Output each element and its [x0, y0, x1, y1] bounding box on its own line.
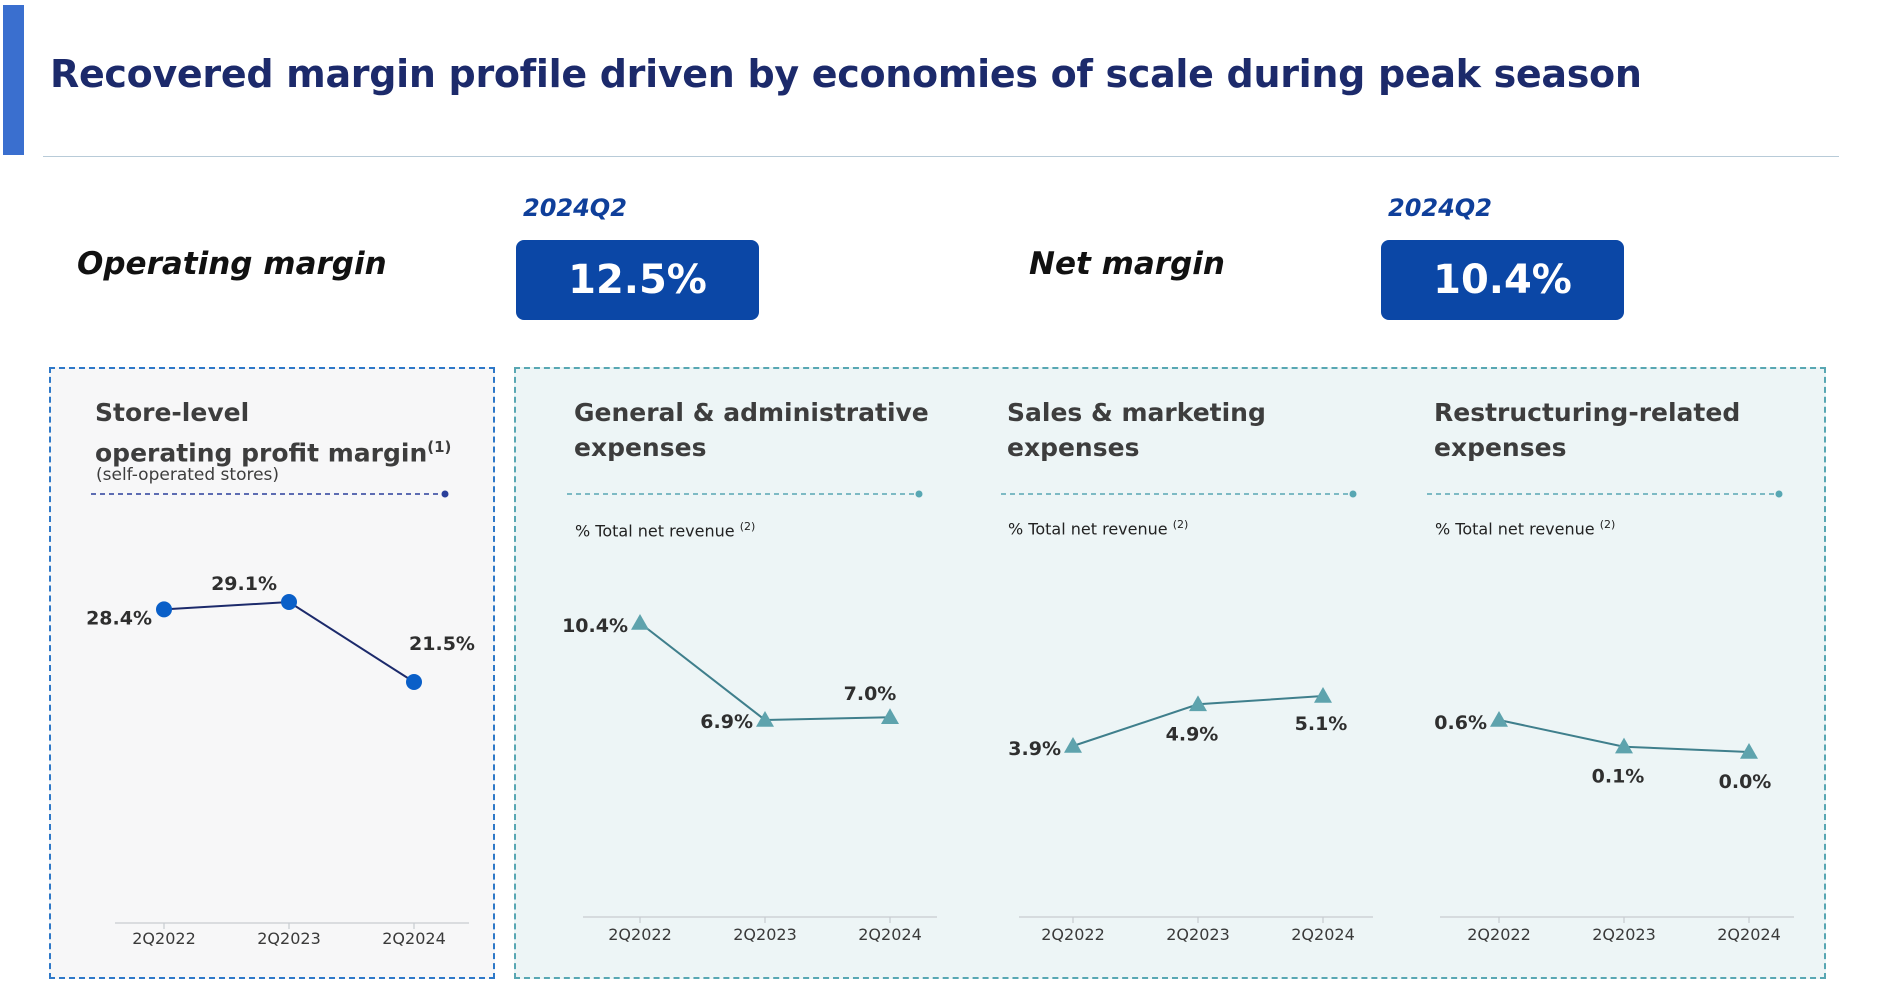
footnote-marker: (2) — [1172, 518, 1189, 531]
chart-2-tick-label: 2Q2024 — [1291, 925, 1355, 944]
chart-title-line2: operating profit margin — [95, 438, 428, 468]
title-divider — [43, 156, 1839, 157]
chart-0-data-label: 21.5% — [409, 633, 475, 655]
chart-3-divider-dot — [1775, 490, 1783, 498]
chart-0-point — [281, 594, 297, 610]
chart-2-point — [1189, 695, 1207, 712]
chart-1-divider-dot — [915, 490, 923, 498]
chart-2-data-label: 5.1% — [1295, 713, 1348, 735]
sm-unit-note: % Total net revenue (2) — [1008, 518, 1188, 538]
chart-3-data-label: 0.1% — [1592, 766, 1645, 788]
chart-3-point — [1740, 743, 1758, 759]
chart-1-data-label: 10.4% — [562, 615, 628, 637]
chart-0-data-label: 29.1% — [211, 573, 277, 595]
store-margin-chart-title: Store-level operating profit margin(1) — [95, 395, 451, 470]
chart-0-divider-dot — [441, 490, 449, 498]
chart-3-data-label: 0.6% — [1434, 712, 1487, 734]
operating-margin-period: 2024Q2 — [523, 194, 627, 222]
chart-2-tick-label: 2Q2022 — [1041, 925, 1105, 944]
chart-title-line1: General & administrative — [574, 398, 929, 427]
footnote-marker: (2) — [739, 520, 756, 533]
expenses-panel — [514, 367, 1826, 979]
chart-1-point — [756, 711, 774, 727]
chart-1-tick-label: 2Q2022 — [608, 925, 672, 944]
chart-title-line2: expenses — [574, 433, 707, 462]
chart-3-point — [1490, 711, 1508, 727]
chart-0-point — [156, 601, 172, 618]
chart-3-tick-label: 2Q2022 — [1467, 925, 1531, 944]
chart-3-tick-label: 2Q2024 — [1717, 925, 1781, 944]
chart-title-line2: expenses — [1434, 433, 1567, 462]
chart-3-data-label: 0.0% — [1719, 771, 1772, 793]
operating-margin-label: Operating margin — [77, 246, 387, 282]
net-margin-period: 2024Q2 — [1388, 194, 1492, 222]
chart-title-line2: expenses — [1007, 433, 1140, 462]
chart-0-data-label: 28.4% — [86, 607, 152, 629]
ga-unit-note: % Total net revenue (2) — [575, 520, 755, 540]
chart-0-tick-label: 2Q2024 — [382, 929, 446, 948]
chart-3-point — [1615, 737, 1633, 754]
chart-2-data-label: 3.9% — [1008, 738, 1061, 760]
chart-0-series-line — [163, 600, 415, 683]
chart-title-line1: Store-level — [95, 398, 250, 427]
store-margin-subtitle: (self-operated stores) — [96, 465, 280, 485]
chart-title-line1: Restructuring-related — [1434, 398, 1741, 427]
operating-margin-value: 12.5% — [516, 240, 759, 320]
chart-2-divider-dot — [1349, 490, 1357, 498]
chart-2-data-label: 4.9% — [1166, 723, 1219, 745]
chart-title-line1: Sales & marketing — [1007, 398, 1266, 427]
chart-1-tick-label: 2Q2024 — [858, 925, 922, 944]
chart-1-point — [631, 614, 649, 630]
footnote-marker: (1) — [427, 438, 452, 456]
footnote-marker: (2) — [1599, 518, 1616, 531]
sm-expenses-chart-title: Sales & marketing expenses — [1007, 395, 1266, 465]
chart-1-data-label: 6.9% — [700, 711, 753, 733]
chart-2-point — [1314, 687, 1332, 703]
chart-0-point — [406, 674, 422, 690]
chart-0-tick-label: 2Q2022 — [132, 929, 196, 948]
title-accent-bar — [3, 5, 24, 155]
ga-expenses-chart-title: General & administrative expenses — [574, 395, 929, 465]
chart-1-tick-label: 2Q2023 — [733, 925, 797, 944]
unit-note-text: % Total net revenue — [1008, 519, 1168, 539]
restructuring-unit-note: % Total net revenue (2) — [1435, 518, 1615, 538]
net-margin-label: Net margin — [1029, 246, 1225, 282]
chart-0-tick-label: 2Q2023 — [257, 929, 321, 948]
unit-note-text: % Total net revenue — [1435, 519, 1595, 539]
chart-3-tick-label: 2Q2023 — [1592, 925, 1656, 944]
chart-1-series-line — [639, 622, 891, 722]
unit-note-text: % Total net revenue — [575, 521, 735, 541]
chart-1-data-label: 7.0% — [844, 683, 897, 705]
chart-2-point — [1064, 737, 1082, 753]
chart-1-point — [881, 708, 899, 724]
store-margin-panel — [49, 367, 495, 979]
chart-2-tick-label: 2Q2023 — [1166, 925, 1230, 944]
net-margin-value: 10.4% — [1381, 240, 1624, 320]
restructuring-chart-title: Restructuring-related expenses — [1434, 395, 1740, 465]
page-title: Recovered margin profile driven by econo… — [50, 52, 1642, 96]
